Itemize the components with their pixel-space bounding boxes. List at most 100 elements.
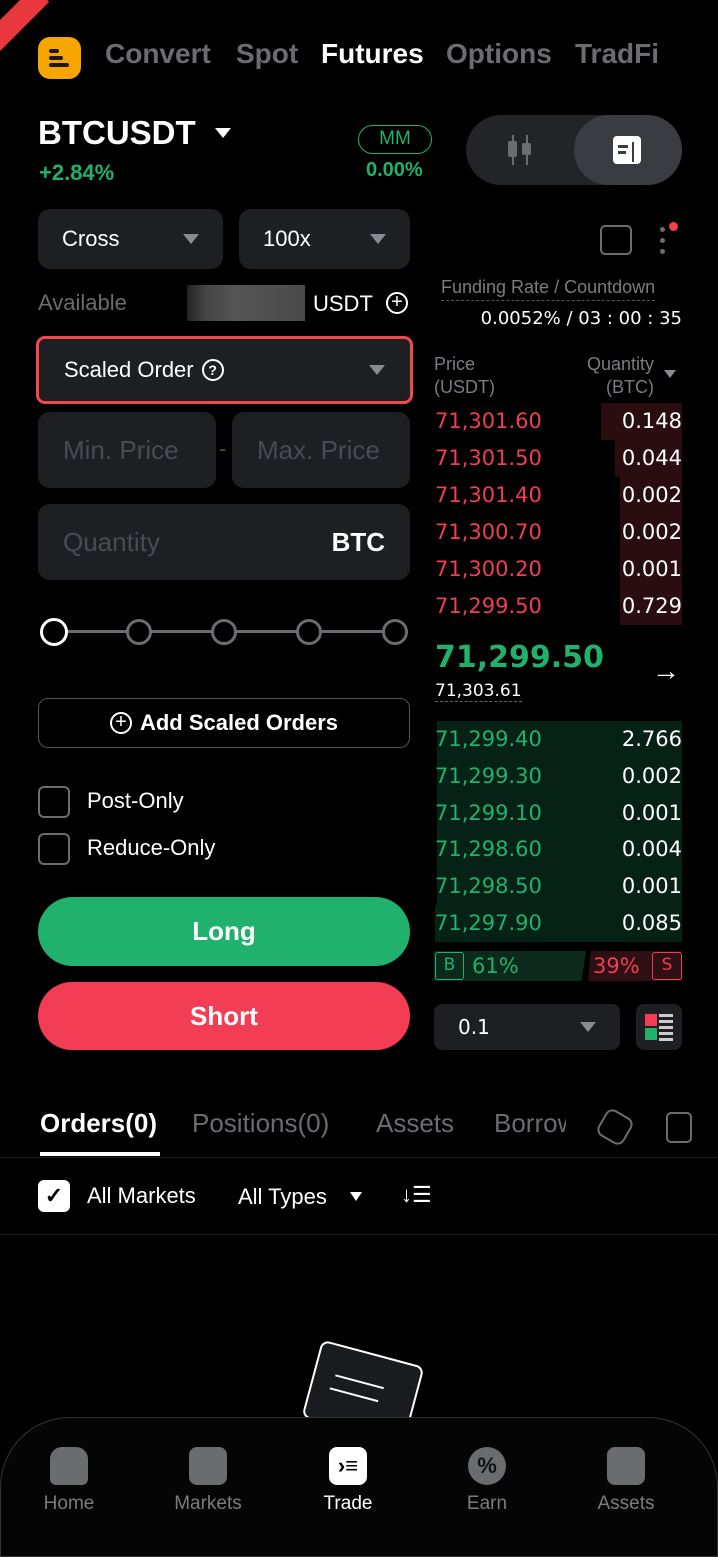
precision-value: 0.1	[458, 1015, 490, 1039]
mm-value: 0.00%	[366, 159, 423, 181]
last-price: 71,299.50	[435, 640, 604, 675]
mm-badge[interactable]: MM	[358, 125, 432, 154]
slider-handle[interactable]	[40, 618, 68, 646]
candlestick-icon[interactable]	[506, 135, 534, 165]
mark-price[interactable]: 71,303.61	[435, 681, 522, 702]
ask-quantity: 0.044	[621, 446, 682, 470]
arrow-right-icon[interactable]: →	[652, 655, 680, 686]
settings-hexagon-icon[interactable]	[594, 1106, 636, 1148]
ask-row[interactable]: 71,301.50 0.044	[435, 440, 682, 477]
funding-rate-label[interactable]: Funding Rate / Countdown	[441, 277, 656, 301]
active-tab-indicator	[40, 1152, 160, 1156]
nav-assets[interactable]: Assets	[586, 1447, 666, 1515]
tab-tradfi[interactable]: TradFi	[575, 38, 660, 69]
ask-row[interactable]: 71,301.60 0.148	[435, 403, 682, 440]
margin-mode-select[interactable]: Cross	[38, 209, 223, 269]
depth-bar	[437, 868, 682, 906]
all-markets-checkbox[interactable]: ✓	[38, 1180, 70, 1212]
tab-orders[interactable]: Orders(0)	[40, 1108, 158, 1138]
ask-price: 71,301.40	[435, 483, 542, 507]
bid-quantity: 0.085	[621, 911, 682, 935]
reduce-only-label: Reduce-Only	[87, 835, 216, 860]
tab-positions[interactable]: Positions(0)	[192, 1108, 330, 1138]
bid-quantity: 0.002	[621, 763, 682, 788]
quantity-unit[interactable]: BTC	[331, 526, 385, 557]
tab-borrow[interactable]: Borrow	[494, 1108, 566, 1138]
chevron-down-icon	[370, 234, 386, 244]
post-only-checkbox[interactable]	[38, 786, 70, 818]
bid-price: 71,299.30	[435, 763, 542, 788]
bid-price: 71,298.60	[435, 837, 542, 862]
quantity-header[interactable]: Quantity (BTC)	[586, 354, 654, 397]
orderbook-layout-button[interactable]	[636, 1004, 682, 1050]
slider-step-75[interactable]	[296, 619, 322, 645]
document-icon	[613, 136, 641, 164]
sell-percent: 39%	[593, 954, 640, 978]
tab-spot[interactable]: Spot	[236, 38, 299, 69]
short-button[interactable]: Short	[38, 982, 410, 1050]
ask-price: 71,300.70	[435, 520, 542, 544]
ask-price: 71,300.20	[435, 557, 542, 581]
buy-percent: 61%	[472, 954, 519, 978]
bid-row[interactable]: 71,297.90 0.085	[435, 905, 682, 942]
order-type-select[interactable]: Scaled Order?	[36, 336, 413, 404]
ask-row[interactable]: 71,300.70 0.002	[435, 514, 682, 551]
chevron-down-icon[interactable]	[350, 1192, 362, 1201]
quantity-input[interactable]: Quantity BTC	[38, 504, 410, 580]
quantity-unit-dropdown-icon[interactable]	[664, 370, 676, 378]
bid-quantity: 0.001	[621, 874, 682, 899]
chart-icon[interactable]	[600, 225, 632, 255]
min-price-input[interactable]: Min. Price	[38, 412, 216, 488]
all-types-dropdown[interactable]: All Types	[238, 1184, 327, 1209]
help-icon[interactable]: ?	[201, 359, 224, 381]
price-range-separator: -	[219, 436, 227, 461]
ask-quantity: 0.002	[621, 520, 682, 544]
nav-trade[interactable]: ›≡ Trade	[308, 1447, 388, 1515]
funding-rate-value: 0.0052% / 03 : 00 : 35	[480, 308, 682, 329]
max-price-input[interactable]: Max. Price	[232, 412, 410, 488]
buy-badge: B	[435, 952, 464, 980]
bid-row[interactable]: 71,299.40 2.766	[435, 721, 682, 758]
nav-earn[interactable]: % Earn	[447, 1447, 527, 1515]
orderbook-view-button[interactable]	[574, 115, 682, 185]
sort-icon[interactable]: ↓☰	[401, 1182, 432, 1207]
add-scaled-orders-label: Add Scaled Orders	[139, 710, 339, 735]
ask-row[interactable]: 71,299.50 0.729	[435, 588, 682, 625]
nav-markets[interactable]: Markets	[168, 1447, 248, 1515]
slider-step-25[interactable]	[126, 619, 152, 645]
ask-quantity: 0.729	[621, 594, 682, 618]
symbol-dropdown-icon[interactable]	[215, 128, 231, 138]
ask-price: 71,301.50	[435, 446, 542, 470]
depth-bar	[615, 440, 682, 477]
leverage-select[interactable]: 100x	[239, 209, 410, 269]
ask-row[interactable]: 71,301.40 0.002	[435, 477, 682, 514]
reduce-only-checkbox[interactable]	[38, 833, 70, 865]
tab-options[interactable]: Options	[446, 38, 552, 69]
depth-bar	[437, 831, 682, 869]
bid-row[interactable]: 71,298.50 0.001	[435, 868, 682, 906]
divider	[0, 1157, 718, 1158]
slider-step-100[interactable]	[382, 619, 408, 645]
symbol-name[interactable]: BTCUSDT	[38, 114, 196, 151]
transfer-plus-icon[interactable]: +	[386, 292, 408, 314]
bid-row[interactable]: 71,299.10 0.001	[435, 794, 682, 832]
depth-bar	[437, 794, 682, 832]
slider-step-50[interactable]	[211, 619, 237, 645]
precision-select[interactable]: 0.1	[434, 1004, 620, 1050]
ask-price: 71,301.60	[435, 409, 542, 433]
more-icon[interactable]	[660, 222, 678, 257]
tab-assets[interactable]: Assets	[376, 1108, 455, 1138]
app-logo[interactable]	[38, 37, 81, 79]
ask-row[interactable]: 71,300.20 0.001	[435, 551, 682, 588]
add-scaled-orders-button[interactable]: + Add Scaled Orders	[38, 698, 410, 748]
wallet-icon	[607, 1447, 645, 1485]
nav-home[interactable]: Home	[29, 1447, 109, 1515]
long-button[interactable]: Long	[38, 897, 410, 966]
tab-convert[interactable]: Convert	[105, 38, 211, 69]
history-document-icon[interactable]	[666, 1112, 692, 1143]
bid-row[interactable]: 71,299.30 0.002	[435, 757, 682, 795]
view-toggle[interactable]	[466, 115, 682, 185]
tab-futures[interactable]: Futures	[321, 38, 424, 69]
bid-row[interactable]: 71,298.60 0.004	[435, 831, 682, 869]
buy-ratio-bar	[434, 951, 586, 981]
